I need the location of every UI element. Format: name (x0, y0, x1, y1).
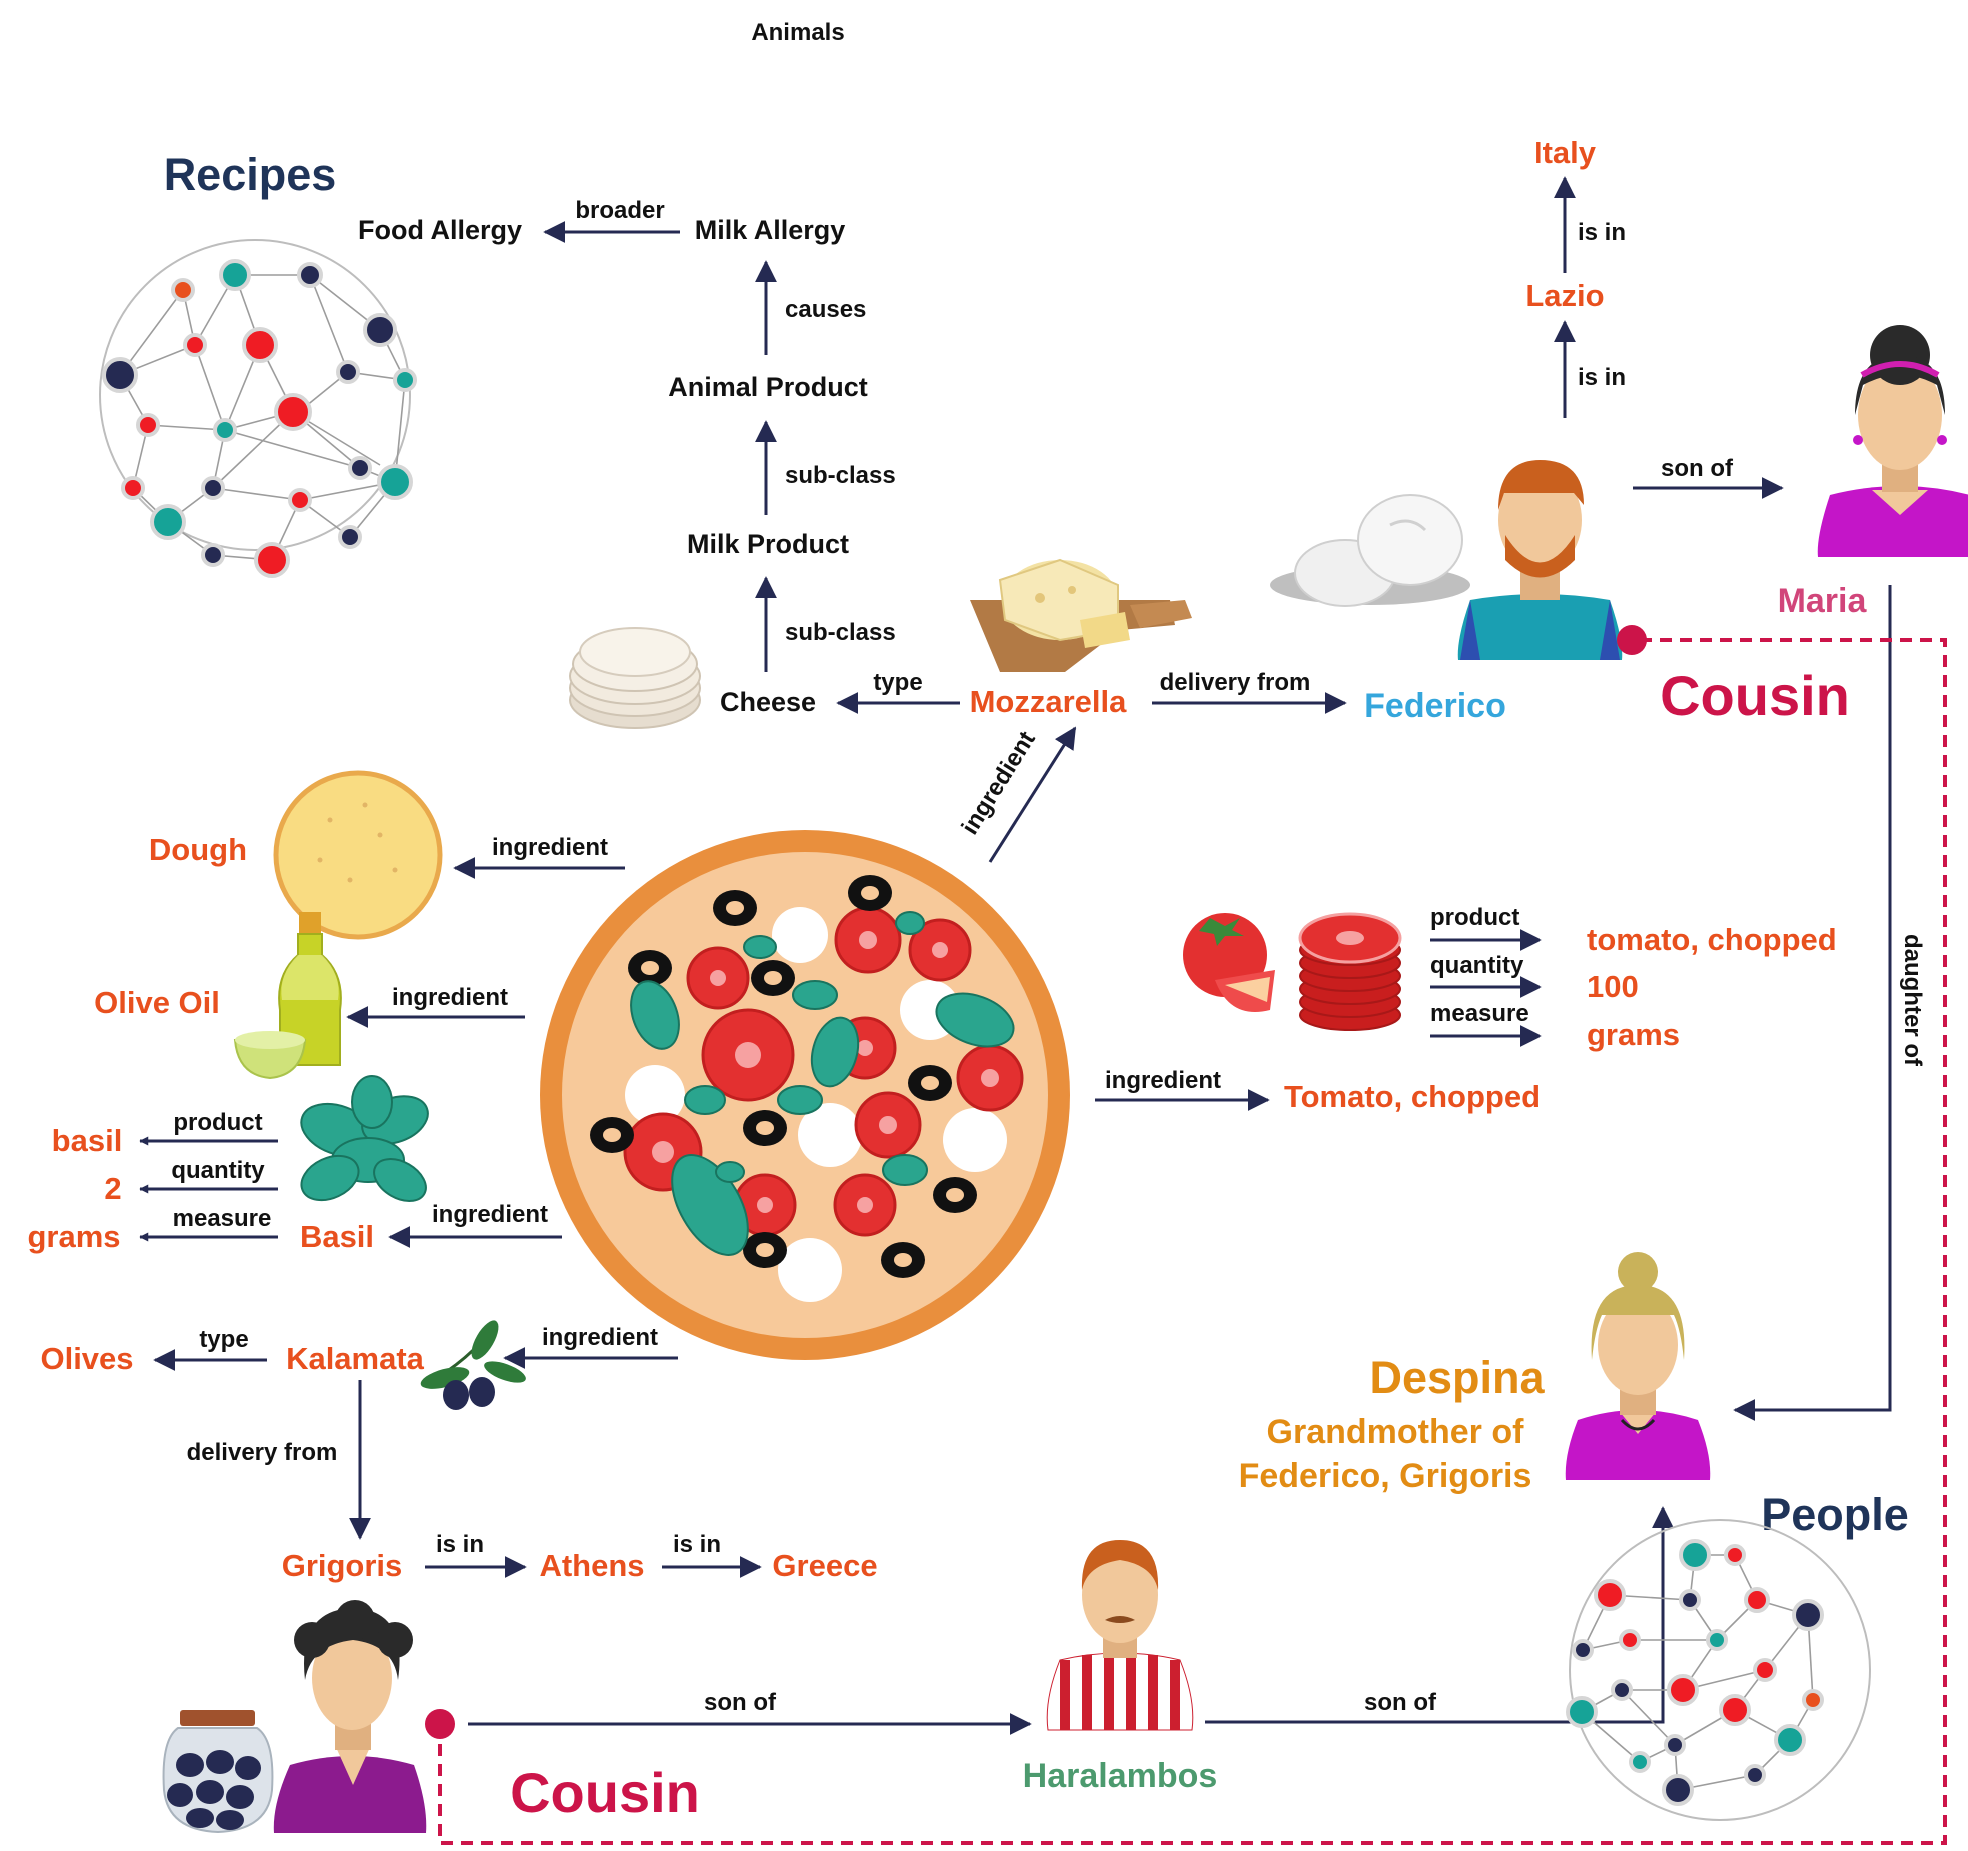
pizza-icon (540, 830, 1070, 1360)
cousin-endpoint-grigoris (425, 1709, 455, 1739)
node-kalamata: Kalamata (286, 1341, 425, 1376)
person-federico-icon (1457, 460, 1623, 660)
node-greece: Greece (772, 1548, 877, 1583)
node-maria: Maria (1778, 582, 1868, 620)
node-animal-product: Animal Product (668, 372, 868, 402)
node-lazio: Lazio (1525, 278, 1604, 313)
label-ingredient-basil: ingredient (432, 1201, 548, 1228)
label-ingredient-mozzarella: ingredient (956, 727, 1040, 840)
label-type-olives: type (199, 1326, 248, 1353)
dough-icon (273, 770, 443, 940)
node-tomato-value: tomato, chopped (1587, 922, 1837, 957)
label-sonof-despina: son of (1364, 1689, 1437, 1716)
node-haralambos: Haralambos (1023, 1757, 1218, 1795)
despina-subtitle-line2: Federico, Grigoris (1239, 1457, 1532, 1495)
olive-jar-icon (162, 1710, 274, 1834)
edge-sonof-despina (1205, 1506, 1674, 1724)
node-tomato-chopped: Tomato, chopped (1284, 1079, 1540, 1114)
person-despina-icon (1565, 1252, 1711, 1480)
node-italy: Italy (1534, 135, 1597, 170)
label-basil-product: product (173, 1109, 262, 1136)
label-tomato-measure: measure (1430, 1000, 1529, 1027)
people-heading: People (1761, 1489, 1909, 1540)
edge-daughter-of (1733, 585, 1892, 1421)
label-isin-greece: is in (673, 1531, 721, 1558)
label-broader: broader (575, 197, 664, 224)
person-grigoris-icon (273, 1600, 427, 1833)
node-milk-product: Milk Product (687, 529, 849, 559)
label-subclass-1: sub-class (785, 462, 896, 489)
node-food-allergy: Food Allergy (358, 215, 522, 245)
label-sonof-haralambos: son of (704, 1689, 777, 1716)
label-tomato-quantity: quantity (1430, 952, 1524, 979)
node-tomato-quantity: 100 (1587, 969, 1639, 1004)
olive-branch-icon (420, 1320, 526, 1410)
node-olives: Olives (40, 1341, 133, 1376)
node-milk-allergy: Milk Allergy (695, 215, 846, 245)
label-ingredient-olive-oil: ingredient (392, 984, 508, 1011)
label-ingredient-tomato: ingredient (1105, 1067, 1221, 1094)
node-grigoris: Grigoris (282, 1548, 403, 1583)
recipes-heading: Recipes (164, 149, 337, 200)
label-subclass-2: sub-class (785, 619, 896, 646)
node-basil-value: basil (52, 1123, 123, 1158)
tortilla-stack-icon (569, 627, 701, 729)
node-basil-measure: grams (27, 1219, 120, 1254)
person-haralambos-icon (1046, 1540, 1194, 1731)
node-despina: Despina (1369, 1352, 1545, 1403)
label-isin-athens: is in (436, 1531, 484, 1558)
node-basil-quantity: 2 (104, 1171, 121, 1206)
node-olive-oil: Olive Oil (94, 985, 220, 1020)
cousin-label-top: Cousin (1660, 664, 1850, 727)
label-causes: causes (785, 296, 866, 323)
label-delivery-grigoris: delivery from (187, 1439, 338, 1466)
cousin-endpoint-federico (1617, 625, 1647, 655)
olive-oil-icon (233, 912, 342, 1080)
person-maria-icon (1817, 325, 1968, 557)
mozzarella-icon (1270, 494, 1470, 607)
node-basil: Basil (300, 1219, 374, 1254)
basil-leaves-icon (300, 1075, 429, 1202)
cousin-dashed-connector (438, 638, 1947, 1845)
node-tomato-measure: grams (1587, 1017, 1680, 1052)
label-basil-quantity: quantity (171, 1157, 265, 1184)
label-isin-italy: is in (1578, 219, 1626, 246)
node-dough: Dough (149, 832, 247, 867)
despina-subtitle-line1: Grandmother of (1267, 1413, 1525, 1451)
people-network-icon (1566, 1519, 1871, 1821)
node-athens: Athens (539, 1548, 644, 1583)
node-federico: Federico (1364, 687, 1506, 725)
recipes-network-icon (99, 239, 417, 578)
label-delivery-federico: delivery from (1160, 669, 1311, 696)
label-type-cheese: type (873, 669, 922, 696)
label-ingredient-dough: ingredient (492, 834, 608, 861)
label-tomato-product: product (1430, 904, 1519, 931)
cheese-board-icon (970, 558, 1192, 672)
top-label: Animals (751, 19, 844, 46)
label-basil-measure: measure (173, 1205, 272, 1232)
cousin-label-bottom: Cousin (510, 1761, 700, 1824)
label-isin-lazio: is in (1578, 364, 1626, 391)
label-ingredient-kalamata: ingredient (542, 1324, 658, 1351)
node-cheese: Cheese (720, 687, 816, 717)
node-mozzarella: Mozzarella (970, 684, 1128, 719)
label-sonof-maria: son of (1661, 455, 1734, 482)
edge-ingredient-mozzarella (988, 726, 1077, 863)
tomato-icon (1183, 912, 1402, 1031)
label-daughter-of: daughter of (1899, 934, 1926, 1067)
